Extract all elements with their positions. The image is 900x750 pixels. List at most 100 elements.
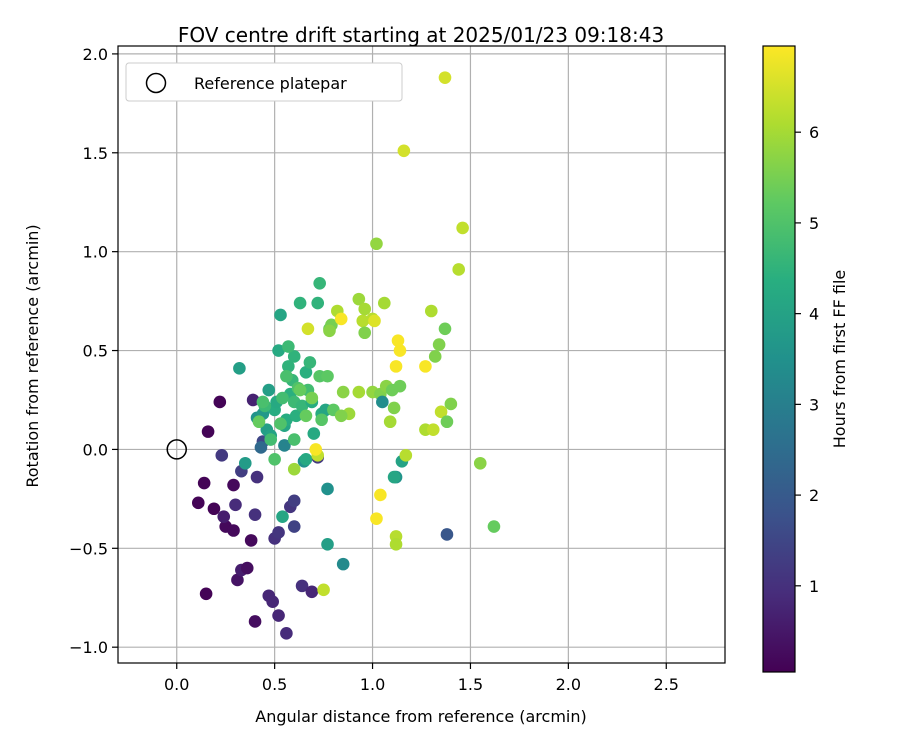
data-point — [299, 365, 313, 379]
colorbar-label: Hours from first FF file — [830, 270, 849, 449]
x-tick-label: 1.5 — [458, 675, 483, 694]
data-point — [426, 423, 440, 436]
x-tick-label: 1.0 — [360, 675, 385, 694]
data-point — [287, 350, 301, 363]
data-point — [287, 520, 301, 533]
data-point — [336, 557, 350, 571]
chart-title: FOV centre drift starting at 2025/01/23 … — [178, 23, 664, 47]
colorbar-tick-label: 1 — [809, 577, 819, 596]
data-point — [358, 326, 372, 340]
data-point — [487, 520, 501, 533]
data-point — [276, 391, 289, 405]
data-point — [424, 304, 438, 318]
data-point — [227, 478, 240, 492]
colorbar-ticks: 1 2 3 4 5 6 — [795, 123, 819, 596]
y-tick-label: −0.5 — [69, 539, 108, 558]
data-point — [301, 322, 315, 336]
data-point — [336, 385, 350, 399]
data-point — [295, 399, 309, 413]
data-point — [240, 561, 254, 575]
data-point — [315, 413, 328, 427]
colorbar-tick-label: 4 — [809, 305, 819, 324]
grid — [118, 46, 725, 663]
data-point — [334, 312, 348, 326]
data-point — [389, 538, 403, 551]
data-point — [311, 296, 325, 310]
data-point — [264, 433, 278, 446]
data-point — [317, 583, 330, 597]
x-tick-label: 0.5 — [262, 675, 287, 694]
x-tick-label: 2.0 — [556, 675, 581, 694]
data-point — [217, 510, 231, 523]
data-point — [309, 443, 323, 456]
data-point — [231, 573, 244, 587]
x-tick-label: 0.0 — [164, 675, 189, 694]
legend-marker — [145, 72, 167, 94]
data-point — [387, 401, 401, 415]
colorbar-gradient — [762, 45, 796, 673]
data-point — [434, 405, 448, 419]
data-point — [254, 441, 268, 454]
data-point — [358, 302, 372, 316]
colorbar-tick-label: 5 — [809, 214, 819, 233]
data-point — [207, 502, 221, 516]
data-point — [321, 482, 334, 496]
data-point — [250, 470, 264, 484]
y-tick-label: 2.0 — [83, 45, 108, 64]
data-point — [387, 470, 401, 484]
data-point — [377, 296, 391, 310]
data-point — [303, 356, 317, 369]
data-point — [370, 237, 383, 251]
data-point — [432, 338, 446, 351]
data-point — [438, 71, 452, 84]
data-point — [244, 534, 258, 547]
data-point — [456, 221, 469, 235]
data-point — [248, 508, 262, 521]
data-point — [197, 476, 211, 490]
y-tick-label: 0.5 — [83, 342, 108, 361]
y-axis-ticks: −1.0 −0.5 0.0 0.5 1.0 1.5 2.0 — [69, 45, 118, 657]
y-tick-label: 1.5 — [83, 144, 108, 163]
data-point — [440, 528, 454, 541]
data-point — [370, 512, 383, 525]
data-point — [352, 292, 366, 306]
x-tick-label: 2.5 — [654, 675, 679, 694]
data-point — [280, 627, 293, 640]
data-point — [215, 449, 229, 462]
plot-frame — [117, 45, 726, 664]
data-point — [334, 409, 348, 423]
data-point — [438, 322, 452, 336]
data-point — [201, 425, 215, 438]
y-tick-label: −1.0 — [69, 638, 108, 657]
data-point — [313, 277, 326, 290]
data-point — [252, 415, 266, 429]
data-point — [282, 340, 295, 353]
data-point — [440, 415, 454, 429]
data-point — [262, 383, 276, 397]
data-point — [428, 350, 442, 363]
data-point — [444, 397, 458, 411]
data-point — [299, 453, 313, 466]
data-points — [191, 71, 501, 640]
data-point — [256, 395, 270, 409]
legend: Reference platepar — [125, 62, 403, 102]
data-point — [246, 393, 260, 407]
data-point — [278, 439, 291, 452]
data-point — [272, 609, 285, 622]
data-point — [289, 409, 303, 423]
data-point — [213, 395, 227, 409]
data-point — [266, 595, 279, 608]
data-point — [473, 456, 487, 470]
data-point — [356, 314, 370, 328]
data-point — [391, 334, 405, 347]
data-point — [280, 369, 293, 383]
data-point — [229, 498, 242, 512]
data-point — [248, 615, 262, 628]
data-point — [293, 383, 307, 397]
data-point — [452, 263, 466, 276]
data-point — [276, 510, 289, 523]
colorbar-tick-label: 6 — [809, 123, 819, 142]
data-point — [295, 579, 309, 593]
data-point — [376, 395, 389, 409]
